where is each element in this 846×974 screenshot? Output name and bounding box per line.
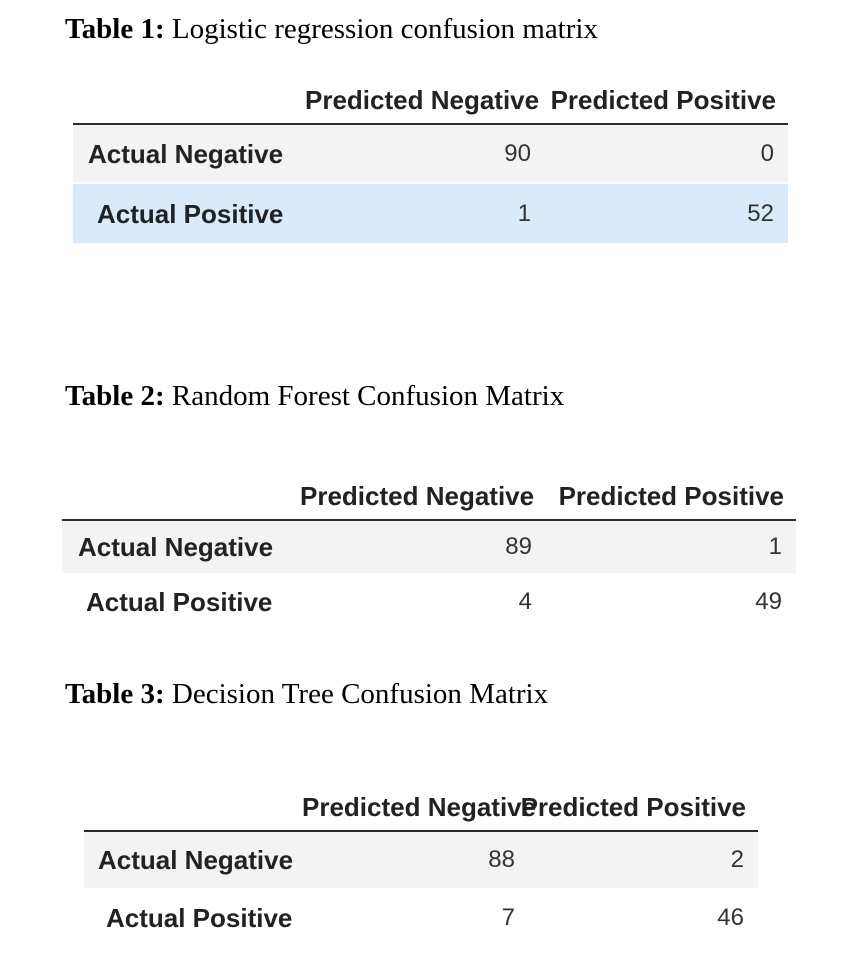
table-3-row-label: Actual Negative (98, 845, 294, 875)
table-1-cell-value: 0 (760, 139, 774, 167)
table-2-col-header-predicted-negative: Predicted Negative (300, 481, 535, 511)
table-1-col-header-predicted-negative: Predicted Negative (305, 85, 540, 115)
table-2-cell-value: 89 (505, 533, 532, 560)
table-2-row-actual-positive: Actual Positive 4 49 (62, 575, 796, 628)
table-1-header-row: Predicted Negative Predicted Positive (73, 72, 788, 125)
table-2-header-row: Predicted Negative Predicted Positive (62, 470, 796, 521)
table-2-cell-value: 49 (755, 587, 782, 615)
table-3-cell-value: 88 (488, 846, 515, 873)
table-1-caption-label: Table 1: (65, 13, 165, 45)
table-3-row-actual-negative: Actual Negative 88 2 (84, 832, 758, 888)
table-3-cell-value: 7 (501, 903, 515, 931)
table-2-cell-value: 4 (518, 587, 532, 615)
table-1-cell-value: 52 (747, 199, 774, 227)
table-1-confusion-matrix: Predicted Negative Predicted Positive Ac… (73, 72, 788, 243)
table-1-row-label: Actual Positive (97, 198, 284, 229)
table-1-cell-value: 1 (517, 199, 531, 227)
table-2-cell-value: 1 (768, 533, 782, 560)
table-2-confusion-matrix: Predicted Negative Predicted Positive Ac… (62, 470, 796, 628)
table-1-col-header-predicted-positive: Predicted Positive (550, 85, 776, 115)
table-1-caption-text: Logistic regression confusion matrix (164, 13, 598, 45)
table-2-row-label: Actual Negative (78, 532, 274, 562)
table-1-caption: Table 1: Logistic regression confusion m… (65, 15, 598, 44)
table-2-caption-text: Random Forest Confusion Matrix (164, 380, 565, 412)
table-3-cell-value: 46 (717, 903, 744, 931)
table-3-row-actual-positive: Actual Positive 7 46 (84, 890, 758, 945)
table-1-row-actual-negative: Actual Negative 90 0 (73, 125, 788, 182)
table-3-caption-text: Decision Tree Confusion Matrix (164, 678, 549, 710)
table-2-col-header-predicted-positive: Predicted Positive (558, 481, 784, 511)
table-1-row-actual-positive: Actual Positive 1 52 (73, 184, 788, 243)
table-2-caption: Table 2: Random Forest Confusion Matrix (65, 382, 564, 411)
table-3-header-row: Predicted Negative Predicted Positive (84, 778, 758, 832)
table-3-col-header-predicted-positive: Predicted Positive (520, 792, 746, 822)
table-3-row-label: Actual Positive (106, 902, 293, 933)
table-2-row-actual-negative: Actual Negative 89 1 (62, 521, 796, 573)
table-3-caption-label: Table 3: (65, 678, 165, 710)
table-1-cell-value: 90 (504, 139, 531, 167)
table-1-row-label: Actual Negative (88, 138, 284, 169)
table-2-row-label: Actual Positive (86, 586, 273, 617)
table-3-col-header-predicted-negative: Predicted Negative (302, 792, 537, 822)
table-3-cell-value: 2 (730, 846, 744, 873)
table-3-confusion-matrix: Predicted Negative Predicted Positive Ac… (84, 778, 758, 945)
table-2-caption-label: Table 2: (65, 380, 165, 412)
table-3-caption: Table 3: Decision Tree Confusion Matrix (65, 680, 548, 709)
